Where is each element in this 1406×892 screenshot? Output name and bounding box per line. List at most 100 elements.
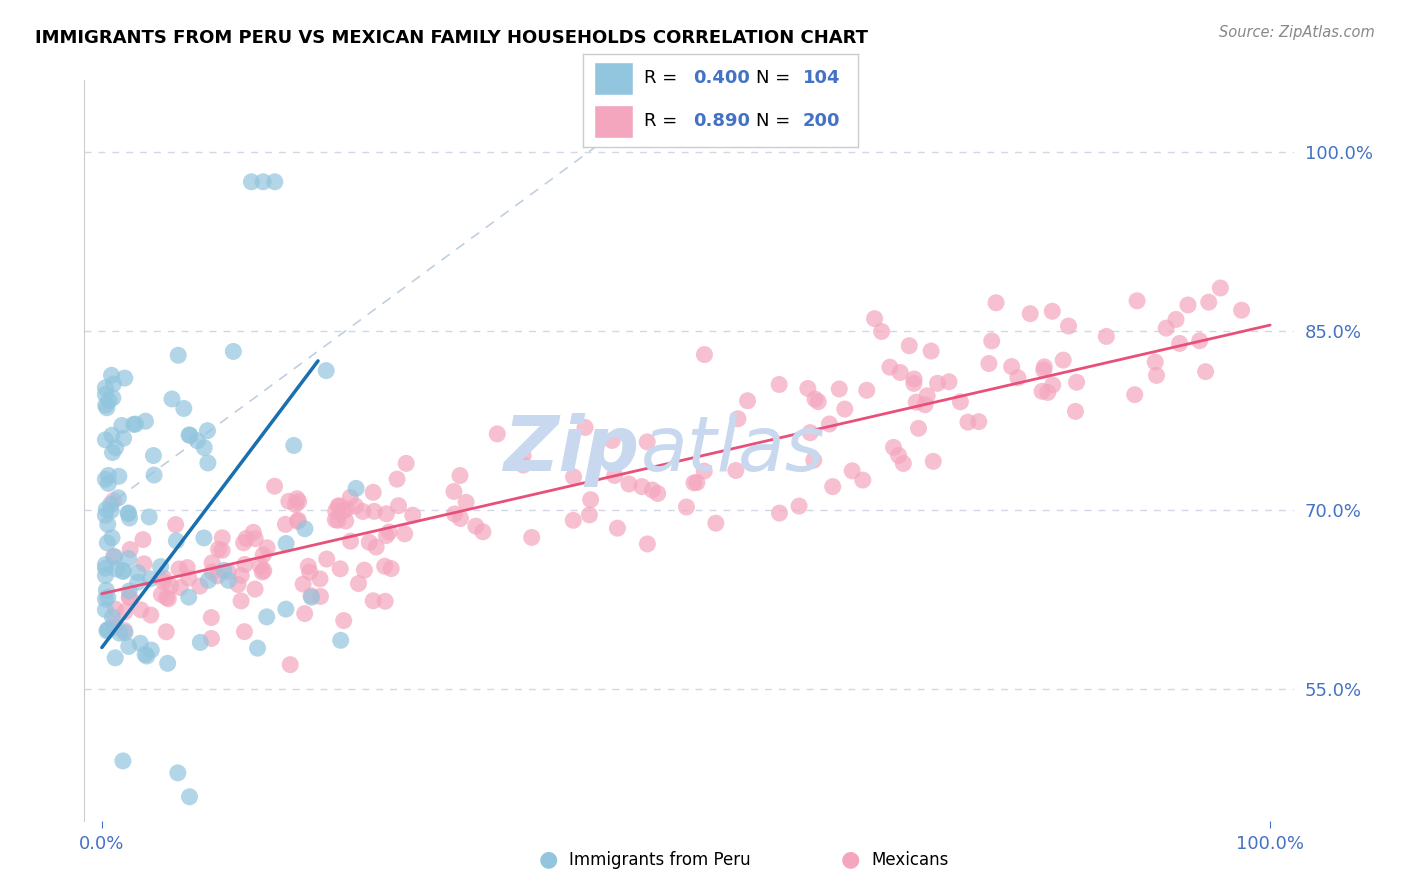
- Point: [852, 473, 875, 487]
- Point: [149, 559, 172, 574]
- Text: 104: 104: [803, 70, 841, 87]
- Point: [143, 468, 166, 483]
- Point: [309, 590, 332, 604]
- Point: [631, 480, 654, 494]
- Point: [1052, 353, 1074, 368]
- Point: [111, 565, 134, 579]
- Point: [737, 393, 759, 408]
- Point: [118, 591, 141, 605]
- Point: [1154, 321, 1177, 335]
- Point: [787, 499, 810, 513]
- Point: [328, 499, 350, 513]
- Point: [197, 424, 219, 438]
- Point: [361, 594, 384, 608]
- Text: Zip: Zip: [505, 414, 641, 487]
- Point: [887, 449, 910, 463]
- Text: 0.400: 0.400: [693, 70, 749, 87]
- Point: [1033, 359, 1056, 374]
- Point: [141, 643, 163, 657]
- Point: [233, 624, 256, 639]
- Point: [1031, 384, 1053, 399]
- Point: [108, 626, 131, 640]
- Point: [344, 481, 367, 495]
- Point: [606, 521, 628, 535]
- Point: [222, 344, 245, 359]
- Point: [129, 636, 152, 650]
- Point: [155, 624, 177, 639]
- Point: [675, 500, 697, 514]
- Point: [768, 377, 790, 392]
- Point: [298, 565, 321, 579]
- Point: [617, 477, 640, 491]
- Point: [323, 513, 346, 527]
- Point: [578, 508, 600, 522]
- Point: [138, 510, 160, 524]
- Point: [1188, 334, 1211, 348]
- Point: [1007, 370, 1029, 384]
- Point: [231, 568, 253, 582]
- Point: [160, 392, 183, 406]
- Point: [114, 371, 136, 385]
- Text: R =: R =: [644, 112, 683, 130]
- Point: [179, 789, 201, 804]
- Point: [1040, 304, 1063, 318]
- Point: [139, 572, 162, 586]
- Point: [1032, 363, 1054, 377]
- Point: [378, 524, 401, 539]
- Point: [240, 175, 263, 189]
- Point: [984, 295, 1007, 310]
- Point: [366, 540, 388, 554]
- Point: [177, 428, 200, 442]
- Point: [249, 558, 271, 573]
- Point: [512, 449, 534, 463]
- Point: [256, 610, 278, 624]
- Point: [309, 572, 332, 586]
- Point: [394, 526, 416, 541]
- Point: [253, 564, 276, 578]
- Point: [956, 415, 979, 429]
- Point: [363, 504, 385, 518]
- Point: [103, 617, 125, 632]
- Point: [104, 441, 127, 455]
- Text: IMMIGRANTS FROM PERU VS MEXICAN FAMILY HOUSEHOLDS CORRELATION CHART: IMMIGRANTS FROM PERU VS MEXICAN FAMILY H…: [35, 29, 868, 46]
- Point: [108, 469, 131, 483]
- Point: [339, 534, 361, 549]
- Point: [263, 175, 285, 189]
- Text: N =: N =: [756, 70, 796, 87]
- Point: [94, 472, 117, 486]
- Point: [97, 517, 120, 532]
- Text: 200: 200: [803, 112, 841, 130]
- Point: [395, 456, 418, 470]
- Point: [242, 525, 264, 540]
- Point: [562, 513, 585, 527]
- Point: [332, 614, 354, 628]
- Point: [636, 537, 658, 551]
- Point: [315, 552, 337, 566]
- Point: [380, 561, 402, 575]
- Point: [103, 549, 125, 564]
- Point: [339, 491, 361, 505]
- Text: N =: N =: [756, 112, 796, 130]
- Text: ●: ●: [538, 849, 558, 869]
- Point: [1066, 376, 1088, 390]
- Point: [903, 376, 925, 391]
- Point: [117, 506, 139, 520]
- Point: [807, 394, 830, 409]
- Point: [114, 605, 136, 619]
- Point: [165, 533, 187, 548]
- Point: [353, 563, 375, 577]
- Point: [201, 556, 224, 570]
- Point: [127, 575, 149, 590]
- Point: [229, 594, 252, 608]
- Point: [197, 574, 219, 588]
- Point: [374, 559, 396, 574]
- Point: [907, 421, 929, 435]
- Point: [683, 475, 706, 490]
- Point: [94, 381, 117, 395]
- Point: [1194, 365, 1216, 379]
- Point: [385, 472, 408, 486]
- Point: [486, 426, 509, 441]
- Point: [977, 357, 1000, 371]
- Point: [252, 175, 274, 189]
- Point: [94, 398, 117, 412]
